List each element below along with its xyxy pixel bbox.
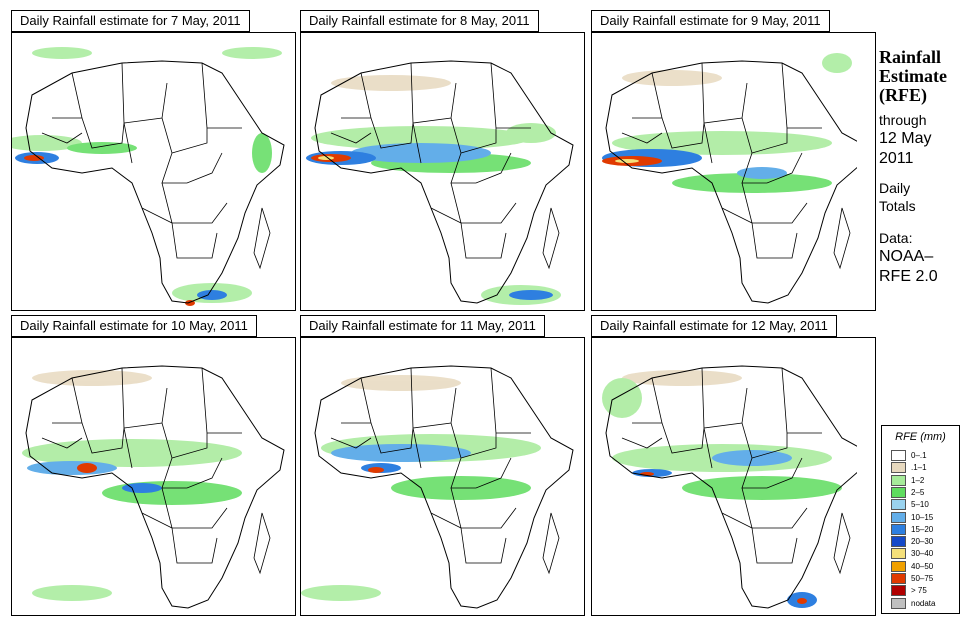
panel-title: Daily Rainfall estimate for 8 May, 2011	[300, 10, 539, 32]
title-line-2: Estimate	[879, 66, 947, 86]
legend-item: 1–2	[891, 474, 959, 486]
legend-swatch	[891, 548, 906, 560]
legend-label: 30–40	[911, 549, 934, 559]
legend-label: 0–.1	[911, 451, 927, 460]
legend-label: > 75	[911, 586, 927, 596]
legend-swatch	[891, 523, 906, 535]
map-panel-10-may: Daily Rainfall estimate for 10 May, 2011	[11, 315, 296, 616]
legend-label: 5–10	[911, 500, 929, 510]
legend-item: 50–75	[891, 573, 959, 584]
rainfall-map	[11, 337, 296, 616]
legend: RFE (mm) 0–.1 .1–1 1–2 2–5 5–10 10–15 15–20 20–…	[881, 425, 960, 614]
legend-swatch	[891, 486, 906, 498]
legend-swatch	[891, 585, 906, 597]
legend-swatch	[891, 536, 906, 548]
legend-swatch	[891, 499, 906, 511]
legend-title: RFE (mm)	[895, 431, 946, 443]
daily-label: Daily	[879, 180, 911, 196]
through-label: through	[879, 112, 927, 128]
legend-item: 15–20	[891, 523, 959, 535]
panel-title: Daily Rainfall estimate for 12 May, 2011	[591, 315, 837, 337]
legend-label: 50–75	[911, 574, 934, 583]
end-date-line-1: 12 May	[879, 130, 932, 147]
rainfall-map	[591, 32, 876, 311]
legend-item: > 75	[891, 585, 959, 597]
legend-label: 40–50	[911, 561, 934, 571]
legend-label: 1–2	[911, 475, 925, 485]
data-source-line-2: RFE 2.0	[879, 268, 938, 285]
legend-swatch	[891, 450, 906, 461]
legend-item: 5–10	[891, 499, 959, 511]
map-panel-12-may: Daily Rainfall estimate for 12 May, 2011	[591, 315, 876, 616]
legend-item: 30–40	[891, 548, 959, 560]
data-label: Data:	[879, 230, 913, 246]
legend-label: 20–30	[911, 537, 934, 547]
totals-label: Totals	[879, 198, 916, 214]
legend-item: 40–50	[891, 560, 959, 572]
legend-item: 0–.1	[891, 450, 959, 461]
rain-heavy-areas	[15, 152, 227, 306]
rainfall-map	[300, 337, 585, 616]
legend-label: 10–15	[911, 512, 934, 522]
legend-swatch	[891, 573, 906, 584]
map-panel-8-may: Daily Rainfall estimate for 8 May, 2011	[300, 10, 585, 311]
panel-title: Daily Rainfall estimate for 11 May, 2011	[300, 315, 545, 337]
legend-swatch	[891, 597, 906, 609]
map-panel-9-may: Daily Rainfall estimate for 9 May, 2011	[591, 10, 876, 311]
end-date-line-2: 2011	[879, 150, 914, 167]
title-line-1: Rainfall	[879, 47, 942, 67]
data-source-line-1: NOAA–	[879, 248, 934, 265]
legend-item: 2–5	[891, 486, 959, 498]
rainfall-map	[11, 32, 296, 311]
sidebar-info: Rainfall Estimate (RFE) through 12 May 2…	[879, 48, 965, 287]
legend-swatch	[891, 560, 906, 572]
panel-title: Daily Rainfall estimate for 7 May, 2011	[11, 10, 250, 32]
legend-item: 20–30	[891, 536, 959, 548]
panel-title: Daily Rainfall estimate for 10 May, 2011	[11, 315, 257, 337]
legend-swatch	[891, 462, 906, 474]
legend-item: 10–15	[891, 511, 959, 523]
rain-green-areas	[12, 47, 282, 303]
legend-swatch	[891, 474, 906, 486]
legend-item: nodata	[891, 597, 959, 609]
title-line-3: (RFE)	[879, 85, 927, 105]
legend-swatch	[891, 511, 906, 523]
legend-label: 2–5	[911, 487, 925, 497]
rainfall-map	[300, 32, 585, 311]
legend-label: .1–1	[911, 463, 927, 473]
legend-label: 15–20	[911, 524, 934, 534]
map-panel-11-may: Daily Rainfall estimate for 11 May, 2011	[300, 315, 585, 616]
panel-title: Daily Rainfall estimate for 9 May, 2011	[591, 10, 830, 32]
map-panel-7-may: Daily Rainfall estimate for 7 May, 2011	[11, 10, 296, 311]
legend-label: nodata	[911, 598, 936, 608]
rainfall-map	[591, 337, 876, 616]
legend-item: .1–1	[891, 462, 959, 474]
